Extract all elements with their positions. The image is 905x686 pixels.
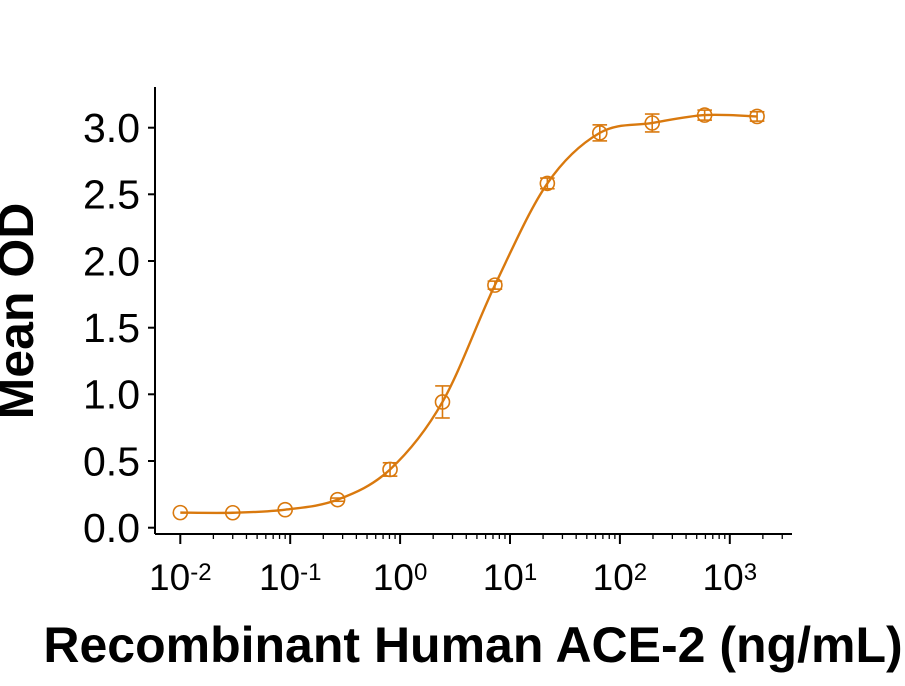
- svg-text:103: 103: [703, 557, 758, 598]
- svg-text:101: 101: [483, 557, 538, 598]
- svg-text:2.5: 2.5: [83, 172, 140, 218]
- svg-text:0.0: 0.0: [83, 505, 140, 551]
- svg-text:3.0: 3.0: [83, 105, 140, 151]
- svg-text:Mean OD: Mean OD: [0, 203, 44, 420]
- svg-text:0.5: 0.5: [83, 438, 140, 484]
- svg-text:10-2: 10-2: [149, 557, 212, 598]
- svg-text:102: 102: [593, 557, 648, 598]
- svg-text:1.0: 1.0: [83, 372, 140, 418]
- svg-text:1.5: 1.5: [83, 305, 140, 351]
- svg-text:10-1: 10-1: [259, 557, 322, 598]
- svg-text:2.0: 2.0: [83, 238, 140, 284]
- svg-text:Recombinant Human ACE-2 (ng/mL: Recombinant Human ACE-2 (ng/mL): [43, 617, 902, 673]
- svg-text:100: 100: [373, 557, 428, 598]
